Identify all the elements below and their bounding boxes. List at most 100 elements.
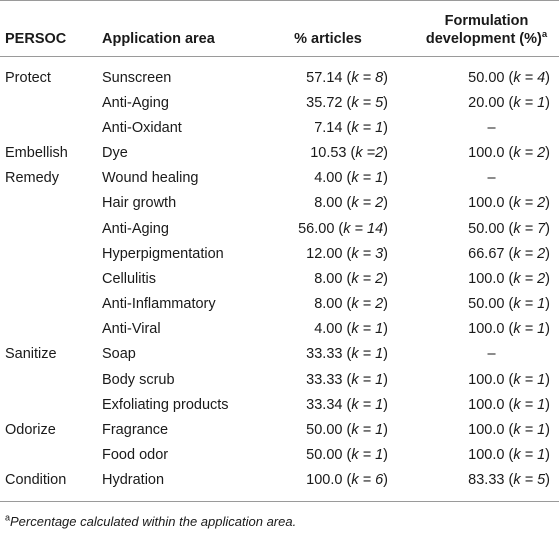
formulation-k-count: k = 1 <box>513 422 546 439</box>
table-row: Food odor 50.00 (k = 1) 100.0 (k = 1) <box>0 443 559 468</box>
percent-articles-cell: 4.00 (k = 1) <box>314 170 388 187</box>
table-row: Condition Hydration 100.0 (k = 6) 83.33 (k … <box>0 467 559 502</box>
formulation-value: 20.00 <box>468 94 505 111</box>
application-area-cell: Fragrance <box>102 422 169 439</box>
persoc-cell <box>0 266 96 291</box>
table-row: Sanitize Soap 33.33 (k = 1) – <box>0 342 559 367</box>
formulation-cell: 100.0 (k = 1) <box>468 447 550 464</box>
percent-articles-cell: 57.14 (k = 8) <box>306 69 388 86</box>
formulation-cell: 66.67 (k = 2) <box>468 245 550 262</box>
application-area-cell: Anti-Aging <box>102 220 169 237</box>
percent-value: 50.00 <box>306 447 343 464</box>
table-row: Remedy Wound healing 4.00 (k = 1) – <box>0 166 559 191</box>
formulation-value: 100.0 <box>468 447 505 464</box>
table-row: Anti-Inflammatory 8.00 (k = 2) 50.00 (k = … <box>0 292 559 317</box>
persoc-cell: Embellish <box>5 144 68 161</box>
persoc-cell <box>0 115 96 140</box>
percent-k-count: k = 1 <box>351 371 384 388</box>
formulation-k-count: k = 4 <box>513 69 546 86</box>
formulation-value: 100.0 <box>468 321 505 338</box>
header-application-area: Application area <box>96 0 262 57</box>
formulation-cell: 100.0 (k = 2) <box>468 144 550 161</box>
formulation-cell: 100.0 (k = 1) <box>468 396 550 413</box>
percent-value: 10.53 <box>310 144 347 161</box>
formulation-k-count: k = 1 <box>513 321 546 338</box>
application-area-cell: Anti-Oxidant <box>102 119 182 136</box>
footnote-marker: a <box>5 512 11 523</box>
formulation-cell: 50.00 (k = 1) <box>468 296 550 313</box>
percent-articles-cell: 50.00 (k = 1) <box>306 422 388 439</box>
percent-articles-cell: 12.00 (k = 3) <box>306 245 388 262</box>
percent-value: 12.00 <box>306 245 343 262</box>
formulation-k-count: k = 2 <box>513 245 546 262</box>
application-area-cell: Food odor <box>102 447 169 464</box>
formulation-k-count: k = 1 <box>513 94 546 111</box>
formulation-cell: 100.0 (k = 2) <box>468 270 550 287</box>
table-row: Hair growth 8.00 (k = 2) 100.0 (k = 2) <box>0 191 559 216</box>
percent-value: 33.33 <box>306 371 343 388</box>
percent-value: 35.72 <box>306 94 343 111</box>
formulation-value: 50.00 <box>468 69 505 86</box>
persoc-table: PERSOC Application area % articles Formu… <box>0 0 559 502</box>
application-area-cell: Wound healing <box>102 170 199 187</box>
table-row: Body scrub 33.33 (k = 1) 100.0 (k = 1) <box>0 367 559 392</box>
formulation-k-count: k = 2 <box>513 270 546 287</box>
application-area-cell: Anti-Aging <box>102 94 169 111</box>
percent-articles-cell: 33.33 (k = 1) <box>306 371 388 388</box>
formulation-k-count: k = 1 <box>513 447 546 464</box>
percent-value: 7.14 <box>314 119 343 136</box>
formulation-value: 100.0 <box>468 396 505 413</box>
percent-k-count: k = 1 <box>351 422 384 439</box>
formulation-k-count: k = 1 <box>513 371 546 388</box>
formulation-value: 50.00 <box>468 220 505 237</box>
percent-k-count: k = 3 <box>351 245 384 262</box>
table-row: Odorize Fragrance 50.00 (k = 1) 100.0 (k = … <box>0 417 559 442</box>
persoc-cell: Remedy <box>5 170 59 187</box>
table-row: Embellish Dye 10.53 (k =2) 100.0 (k = 2) <box>0 140 559 165</box>
percent-value: 100.0 <box>306 472 343 489</box>
percent-k-count: k = 1 <box>351 170 384 187</box>
table-body: Protect Sunscreen 57.14 (k = 8) 50.00 (k = … <box>0 57 559 502</box>
formulation-cell: 100.0 (k = 2) <box>468 195 550 212</box>
percent-value: 50.00 <box>306 422 343 439</box>
persoc-cell <box>0 90 96 115</box>
table-row: Anti-Aging 35.72 (k = 5) 20.00 (k = 1) <box>0 90 559 115</box>
formulation-value: 66.67 <box>468 245 505 262</box>
application-area-cell: Hyperpigmentation <box>102 245 224 262</box>
formulation-k-count: k = 7 <box>513 220 546 237</box>
persoc-cell <box>0 443 96 468</box>
application-area-cell: Soap <box>102 346 136 363</box>
percent-value: 4.00 <box>314 170 343 187</box>
formulation-value: 100.0 <box>468 371 505 388</box>
percent-value: 57.14 <box>306 69 343 86</box>
formulation-cell: 50.00 (k = 7) <box>468 220 550 237</box>
persoc-cell <box>0 191 96 216</box>
percent-articles-cell: 56.00 (k = 14) <box>298 220 388 237</box>
formulation-cell: 100.0 (k = 1) <box>468 371 550 388</box>
table-row: Anti-Aging 56.00 (k = 14) 50.00 (k = 7) <box>0 216 559 241</box>
formulation-k-count: k = 5 <box>513 472 546 489</box>
persoc-cell <box>0 292 96 317</box>
percent-k-count: k = 2 <box>351 296 384 313</box>
header-footnote-marker: a <box>541 29 548 41</box>
application-area-cell: Anti-Inflammatory <box>102 296 216 313</box>
header-row: PERSOC Application area % articles Formu… <box>0 0 559 57</box>
persoc-cell <box>0 216 96 241</box>
table-row: Protect Sunscreen 57.14 (k = 8) 50.00 (k = … <box>0 57 559 91</box>
percent-k-count: k = 1 <box>351 396 384 413</box>
percent-k-count: k = 2 <box>351 270 384 287</box>
table-row: Exfoliating products 33.34 (k = 1) 100.0 (… <box>0 392 559 417</box>
percent-k-count: k = 6 <box>351 472 384 489</box>
persoc-cell <box>0 317 96 342</box>
application-area-cell: Sunscreen <box>102 69 172 86</box>
header-formulation-line2: development (%) <box>425 31 542 47</box>
table-row: Anti-Oxidant 7.14 (k = 1) – <box>0 115 559 140</box>
formulation-k-count: k = 2 <box>513 144 546 161</box>
percent-articles-cell: 8.00 (k = 2) <box>314 195 388 212</box>
header-formulation-line1: Formulation <box>444 13 529 29</box>
persoc-cell: Condition <box>0 467 96 502</box>
formulation-cell: 100.0 (k = 1) <box>468 321 550 338</box>
formulation-value: 50.00 <box>468 296 505 313</box>
percent-articles-cell: 35.72 (k = 5) <box>306 94 388 111</box>
formulation-value: 100.0 <box>468 195 505 212</box>
